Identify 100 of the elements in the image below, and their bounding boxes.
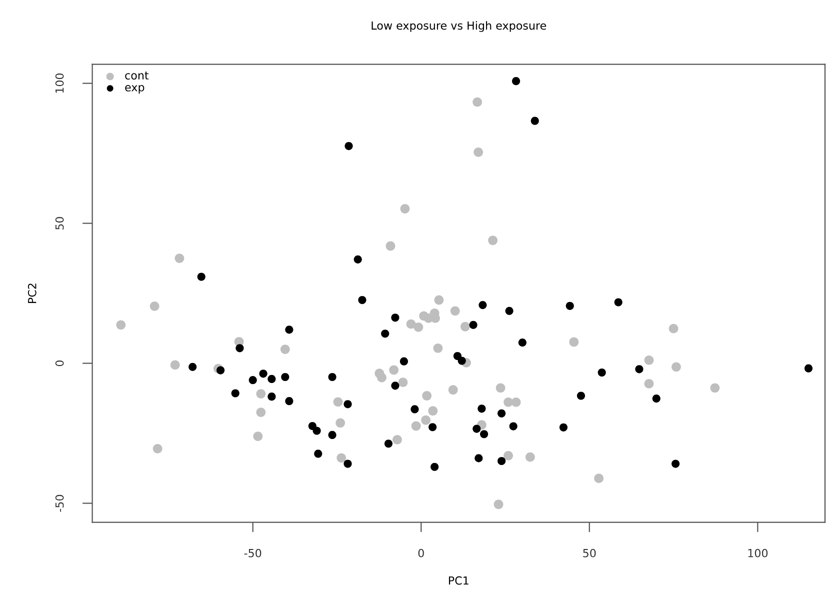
point [428, 423, 437, 432]
point [422, 391, 432, 400]
point [458, 356, 466, 365]
point [480, 430, 488, 438]
point [398, 378, 408, 388]
point [569, 337, 579, 347]
y-tick-label: -50 [55, 494, 64, 512]
point [197, 272, 206, 281]
point [344, 400, 352, 408]
point [509, 422, 518, 430]
point [498, 409, 506, 418]
point [488, 236, 498, 246]
point [710, 383, 720, 393]
point [566, 302, 574, 310]
point [280, 344, 290, 354]
x-tick-label: 50 [583, 548, 596, 558]
y-tick-label: 100 [55, 73, 64, 93]
point [400, 204, 410, 214]
point [478, 404, 486, 413]
y-tick-label: 50 [55, 216, 64, 230]
point [248, 376, 257, 384]
point [256, 408, 266, 417]
point [333, 397, 343, 407]
point [312, 426, 321, 435]
point [434, 295, 444, 305]
point [469, 320, 478, 329]
point [336, 418, 346, 428]
point [614, 298, 622, 306]
point [174, 254, 184, 264]
point [652, 394, 660, 403]
point [504, 450, 514, 460]
point [672, 362, 681, 372]
x-axis-title: PC1 [448, 576, 468, 585]
point [505, 306, 514, 315]
point [504, 397, 514, 407]
x-tick-label: -50 [244, 548, 262, 558]
point [236, 344, 244, 352]
x-tick-label: 0 [418, 548, 424, 558]
point [281, 372, 290, 382]
point [804, 364, 813, 372]
point [377, 372, 386, 382]
point [384, 440, 393, 448]
point [496, 383, 506, 393]
point [285, 326, 294, 334]
point [460, 322, 470, 332]
point [344, 460, 352, 468]
point [414, 322, 424, 332]
point [400, 357, 408, 366]
point [518, 338, 526, 347]
point [253, 432, 263, 442]
legend-label: cont [125, 72, 149, 80]
point [472, 97, 482, 107]
point [344, 142, 353, 150]
y-tick-label: 0 [55, 360, 64, 366]
point [216, 366, 225, 374]
point [410, 405, 419, 414]
point [448, 385, 458, 395]
y-axis-title: PC2 [28, 284, 36, 303]
point [644, 356, 654, 365]
point [259, 370, 268, 378]
x-tick-label: 100 [748, 548, 768, 558]
point [644, 379, 654, 388]
point [391, 382, 400, 390]
point [576, 392, 586, 400]
point [406, 319, 416, 329]
point [478, 301, 487, 310]
point [170, 360, 180, 370]
point [285, 397, 294, 406]
point [328, 372, 336, 382]
point [354, 255, 362, 264]
point [525, 452, 535, 462]
point [392, 435, 402, 444]
point [268, 392, 276, 401]
point [474, 454, 483, 462]
point [328, 430, 336, 440]
point [433, 343, 443, 353]
point [559, 423, 568, 432]
point [421, 415, 431, 425]
point [386, 241, 396, 251]
point [389, 365, 399, 375]
point [512, 77, 520, 86]
point [450, 306, 460, 316]
point [231, 389, 240, 398]
point [268, 374, 276, 384]
point [428, 406, 438, 416]
point [314, 450, 322, 458]
point [256, 389, 266, 399]
point [511, 397, 521, 407]
point [494, 500, 504, 510]
point [358, 296, 366, 304]
point [594, 474, 604, 484]
point [672, 460, 680, 468]
point [150, 301, 160, 311]
point [472, 424, 481, 433]
point [336, 453, 346, 463]
point [391, 314, 400, 322]
point [430, 462, 439, 471]
point [474, 147, 484, 157]
point [635, 365, 644, 374]
point [188, 362, 197, 371]
